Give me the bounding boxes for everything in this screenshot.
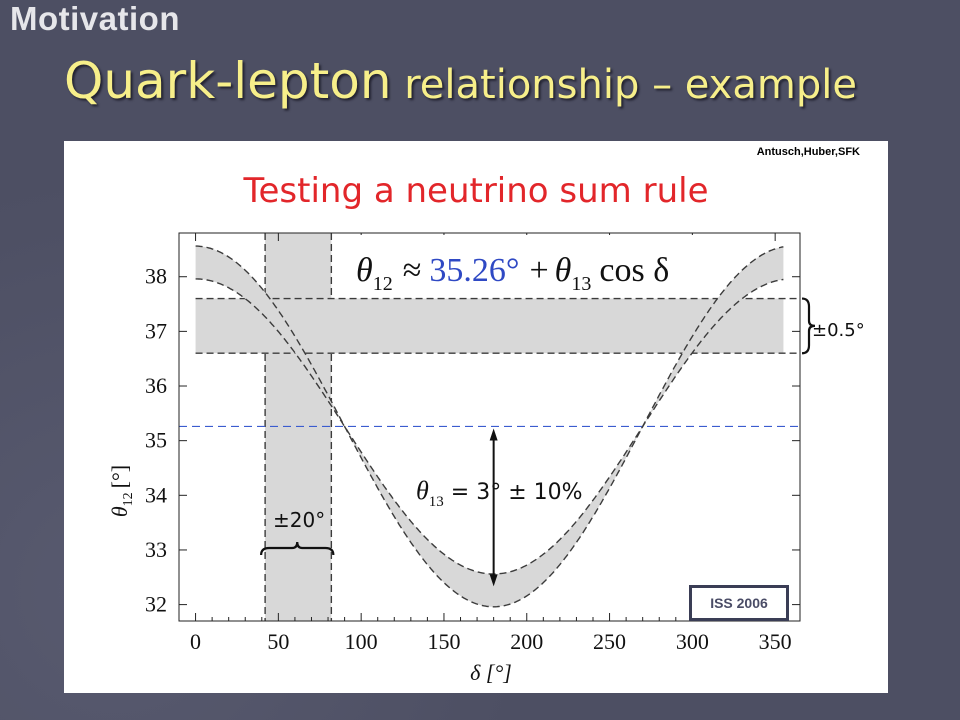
y-axis-label: θ12[°] <box>107 465 136 517</box>
x-tick-label: 350 <box>759 629 792 654</box>
x-tick-label: 50 <box>267 629 289 654</box>
x-axis-label: δ [°] <box>470 660 512 685</box>
vertical-band-brace <box>260 541 335 556</box>
sum-rule-formula: θ12 ≈35.26° + θ13 cos δ <box>344 235 704 297</box>
annotation-layer <box>260 297 816 587</box>
x-tick-label: 150 <box>427 629 460 654</box>
y-tick-label: 38 <box>145 264 167 289</box>
sum-rule-curve-lower-theta13 <box>195 278 784 575</box>
y-tick-label: 35 <box>145 428 167 453</box>
theta13-arrow-head-down <box>489 574 498 587</box>
sum-rule-chart: 0 50 100 150 200 250 300 350 32 33 34 35 36 37 38 δ [°… <box>107 232 865 685</box>
horizontal-band-brace <box>801 297 816 355</box>
theta13-arrow-head-up <box>489 428 498 441</box>
vertical-band-label: ±20° <box>273 508 325 532</box>
y-tick-label: 36 <box>145 373 167 398</box>
y-tick-label: 37 <box>145 318 167 343</box>
x-tick-label: 0 <box>190 629 201 654</box>
y-tick-label: 33 <box>145 537 167 562</box>
slide-title: Quark-lepton relationship – example <box>64 52 857 110</box>
svg-text:θ12[°]: θ12[°] <box>107 465 136 517</box>
x-tick-label: 200 <box>510 629 543 654</box>
x-tick-label: 100 <box>345 629 378 654</box>
figure-panel: Antusch,Huber,SFK Testing a neutrino sum… <box>64 141 888 693</box>
sum-rule-band <box>195 246 784 607</box>
plot-frame <box>178 232 801 622</box>
sum-rule-curve-upper-theta13 <box>195 245 784 608</box>
iss-badge: ISS 2006 <box>689 585 789 621</box>
slide-title-rest: relationship – example <box>391 62 857 108</box>
x-tick-label: 300 <box>676 629 709 654</box>
curves-layer <box>179 245 800 608</box>
y-tick-label: 34 <box>145 482 167 507</box>
section-label: Motivation <box>10 0 180 37</box>
axes-layer <box>178 232 801 622</box>
x-tick-label: 250 <box>593 629 626 654</box>
theta13-annotation: θ13 = 3° ± 10% <box>416 476 583 510</box>
y-tick-label: 32 <box>145 592 167 617</box>
figure-credit: Antusch,Huber,SFK <box>756 146 860 158</box>
slide-title-main: Quark-lepton <box>64 52 392 110</box>
formula-background <box>344 235 704 297</box>
ticks-layer: 0 50 100 150 200 250 300 350 32 33 34 35 36 37 38 <box>145 233 800 654</box>
horizontal-band-label: ±0.5° <box>812 320 865 341</box>
chart-title: Testing a neutrino sum rule <box>243 171 709 211</box>
